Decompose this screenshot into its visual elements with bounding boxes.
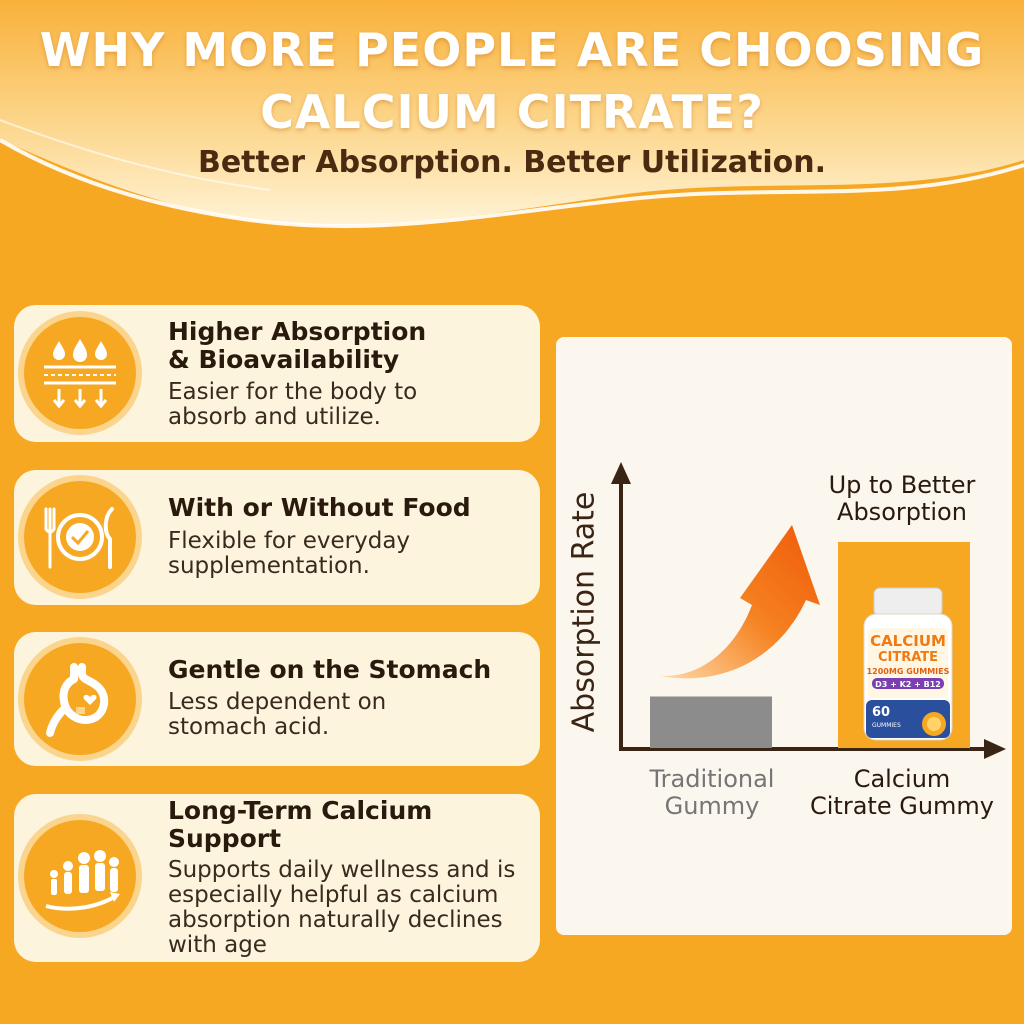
benefit-title: With or Without Food <box>168 493 471 522</box>
absorption-layers-icon <box>18 311 142 435</box>
benefit-card-food: With or Without Food Flexible for everyd… <box>14 470 540 605</box>
x-tick-label-line: Traditional <box>649 765 775 793</box>
x-tick-label-line: Gummy <box>664 792 760 820</box>
bar-traditional-gummy <box>650 696 772 748</box>
product-name-line2: CITRATE <box>878 650 938 665</box>
product-dose: 1200MG GUMMIES <box>867 667 950 676</box>
benefit-description: especially helpful as calcium <box>168 882 499 908</box>
plate-cutlery-icon <box>18 475 142 599</box>
x-tick-label-citrate: Calcium Citrate Gummy <box>800 766 1004 820</box>
product-count-unit: GUMMIES <box>872 722 901 729</box>
benefit-description: Supports daily wellness and is <box>168 857 516 883</box>
page-title-line2: CALCIUM CITRATE? <box>260 85 764 139</box>
x-tick-label-traditional: Traditional Gummy <box>622 766 802 820</box>
benefit-description: absorb and utilize. <box>168 404 381 430</box>
benefit-title: Support <box>168 824 282 853</box>
benefit-description: with age <box>168 932 267 958</box>
chart-annotation: Up to Better Absorption <box>800 472 1004 526</box>
annotation-line1: Up to Better <box>828 471 976 499</box>
annotation-line2: Absorption <box>837 498 967 526</box>
benefit-description: Flexible for everyday <box>168 528 411 554</box>
product-bottle: CALCIUM CITRATE 1200MG GUMMIES D3 + K2 +… <box>863 587 953 741</box>
benefit-title: Gentle on the Stomach <box>168 655 492 684</box>
benefit-card-absorption: Higher Absorption & Bioavailability Easi… <box>14 305 540 442</box>
page-title-line1: WHY MORE PEOPLE ARE CHOOSING <box>39 23 985 77</box>
benefit-card-long-term: Long-Term Calcium Support Supports daily… <box>14 794 540 962</box>
benefit-description: Less dependent on <box>168 689 387 715</box>
y-axis-title: Absorption Rate <box>566 491 602 733</box>
product-vitamins: D3 + K2 + B12 <box>875 680 941 689</box>
benefit-description: Easier for the body to <box>168 379 418 405</box>
header-wave-background <box>0 0 1024 229</box>
growth-arrow <box>660 525 820 679</box>
benefit-title: & Bioavailability <box>168 345 400 374</box>
benefit-title: Higher Absorption <box>168 317 427 346</box>
page-subtitle: Better Absorption. Better Utilization. <box>197 145 827 180</box>
y-axis-arrowhead <box>611 462 631 484</box>
product-count: 60 <box>872 705 890 720</box>
x-tick-label-line: Calcium <box>853 765 951 793</box>
x-tick-label-line: Citrate Gummy <box>810 792 994 820</box>
benefit-card-stomach: Gentle on the Stomach Less dependent on … <box>14 632 540 766</box>
benefit-title: Long-Term Calcium <box>168 796 433 825</box>
stomach-heart-icon <box>18 637 142 761</box>
people-growth-icon <box>18 814 142 938</box>
benefit-description: stomach acid. <box>168 714 330 740</box>
x-axis-arrowhead <box>984 739 1006 759</box>
benefit-description: absorption naturally declines <box>168 907 503 933</box>
product-name-line1: CALCIUM <box>870 632 946 650</box>
benefit-description: supplementation. <box>168 553 370 579</box>
